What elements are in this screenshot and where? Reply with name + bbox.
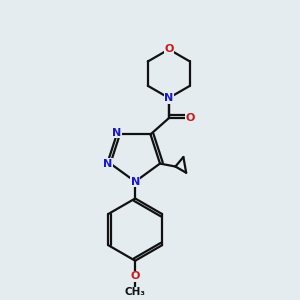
Text: O: O bbox=[164, 44, 174, 54]
Text: O: O bbox=[130, 271, 140, 281]
Text: N: N bbox=[103, 159, 112, 169]
Text: N: N bbox=[112, 128, 122, 138]
Text: CH₃: CH₃ bbox=[125, 287, 146, 297]
Text: O: O bbox=[185, 113, 195, 123]
Text: N: N bbox=[130, 177, 140, 187]
Text: N: N bbox=[164, 93, 173, 103]
